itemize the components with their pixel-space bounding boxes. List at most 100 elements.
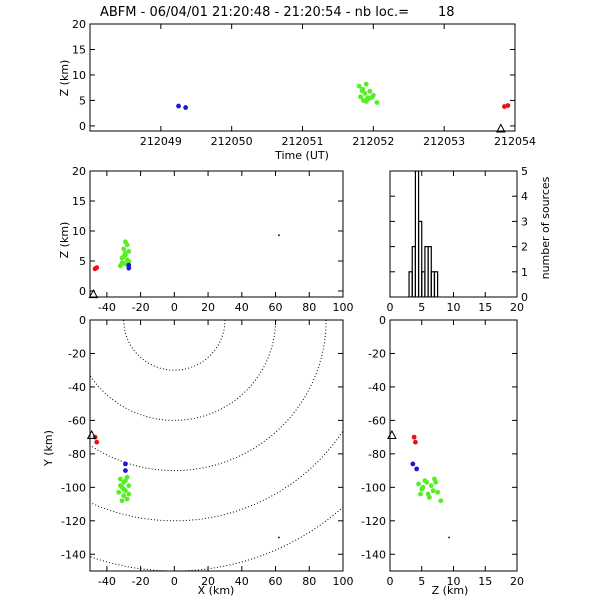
y-tick-label: 20 <box>72 18 86 31</box>
green-source-point <box>428 483 434 489</box>
y-tick-label: 10 <box>72 225 86 238</box>
y-axis-label: Y (km) <box>42 430 55 467</box>
y-tick-label: -60 <box>68 414 86 427</box>
x-tick-label: 80 <box>302 575 316 588</box>
panel-time-height: 212049 212050 212051 212052 212053 212054 0 5 10… <box>58 18 536 162</box>
blue-source-point <box>414 466 420 472</box>
green-source-point <box>359 88 365 94</box>
x-tick-label: -20 <box>132 301 150 314</box>
blue-source-point <box>183 105 189 110</box>
range-ring <box>90 320 327 472</box>
y-tick-label: 2 <box>521 241 528 254</box>
y-tick-label: 0 <box>379 314 386 327</box>
green-source-point <box>374 100 380 105</box>
green-source-point <box>424 479 430 485</box>
blue-source-point <box>126 262 132 268</box>
y-tick-label: -40 <box>68 381 86 394</box>
green-source-point <box>124 242 130 248</box>
x-tick-label: 15 <box>478 575 492 588</box>
x-tick-label: 0 <box>171 301 178 314</box>
x-tick-label: 20 <box>201 575 215 588</box>
green-source-point <box>121 253 127 259</box>
x-tick-label: 212050 <box>211 135 253 148</box>
x-tick-label: 5 <box>418 575 425 588</box>
x-tick-label: 5 <box>418 301 425 314</box>
green-source-point <box>430 488 436 494</box>
blue-source-point <box>123 461 128 467</box>
green-source-point <box>117 476 123 482</box>
green-source-point <box>116 489 122 495</box>
green-source-point <box>363 81 369 87</box>
green-source-point <box>367 88 373 94</box>
x-tick-label: -40 <box>98 301 116 314</box>
figure-title: ABFM - 06/04/01 21:20:48 - 21:20:54 - nb… <box>100 5 455 20</box>
blue-source-point <box>410 461 416 467</box>
isolated-source-dot <box>448 536 450 539</box>
panel-z-y-view: 0 5 10 15 20 0 -20 -40 -60 -80 -100 -120 -140 Z (km) <box>361 314 524 597</box>
x-tick-label: 20 <box>201 301 215 314</box>
y-tick-label: 1 <box>521 266 528 279</box>
y-tick-label: 5 <box>79 255 86 268</box>
green-source-point <box>119 260 125 266</box>
x-tick-label: 80 <box>302 301 316 314</box>
red-source-point <box>94 265 100 270</box>
x-axis-label: Time (UT) <box>274 149 329 162</box>
green-source-point <box>121 486 127 492</box>
red-source-point <box>413 439 418 445</box>
plot-area <box>176 81 511 110</box>
y-tick-label: -80 <box>68 448 86 461</box>
y-tick-label: 5 <box>79 94 86 107</box>
y-tick-label: -120 <box>61 515 86 528</box>
isolated-source-dot <box>278 234 280 237</box>
x-tick-label: 212049 <box>140 135 182 148</box>
green-source-point <box>121 493 127 499</box>
x-tick-label: 10 <box>447 301 461 314</box>
y-tick-label: 15 <box>72 43 86 56</box>
green-source-point <box>420 484 426 490</box>
y-tick-label: -80 <box>368 448 386 461</box>
blue-source-point <box>123 468 128 473</box>
y-axis-label: Z (km) <box>58 60 71 97</box>
y-tick-label: -120 <box>361 515 386 528</box>
green-source-point <box>426 494 432 500</box>
x-tick-label: 40 <box>235 301 249 314</box>
x-tick-label: 212051 <box>282 135 324 148</box>
x-tick-label: 212054 <box>494 135 536 148</box>
y-tick-label: 0 <box>521 291 528 304</box>
green-source-point <box>433 479 439 485</box>
x-tick-label: 10 <box>447 575 461 588</box>
panel-x-height: -40 -20 0 20 40 60 80 100 0 5 10 15 20 Z (km) <box>58 165 354 314</box>
station-triangle-icon <box>496 123 506 133</box>
panel-plan-view: -40 -20 0 20 40 60 80 100 0 -20 -40 -60 -80 -100 -120 -… <box>42 314 354 597</box>
y-tick-label: 15 <box>72 195 86 208</box>
y-tick-label: 20 <box>72 165 86 178</box>
x-tick-label: -40 <box>98 575 116 588</box>
y-tick-label: -100 <box>61 481 86 494</box>
station-triangle-icon <box>88 289 99 299</box>
blue-source-point <box>176 103 181 109</box>
green-source-point <box>356 83 362 89</box>
red-source-point <box>505 103 511 108</box>
plot-frame <box>89 170 344 298</box>
x-tick-label: 60 <box>269 575 283 588</box>
y-tick-label: 3 <box>521 215 528 228</box>
green-source-point <box>126 491 132 497</box>
y-axis-label: number of sources <box>539 176 552 279</box>
x-axis-label: Z (km) <box>432 584 469 597</box>
y-tick-label: 5 <box>521 165 528 178</box>
x-tick-label: 212053 <box>423 135 465 148</box>
y-tick-label: 10 <box>72 69 86 82</box>
green-source-point <box>117 483 123 489</box>
green-source-point <box>124 496 130 502</box>
green-source-point <box>370 92 376 98</box>
green-source-point <box>365 96 371 102</box>
red-source-point <box>411 434 417 440</box>
x-tick-label: -20 <box>132 575 150 588</box>
y-tick-label: -20 <box>68 347 86 360</box>
plot-area <box>92 239 132 272</box>
x-tick-label: 60 <box>269 301 283 314</box>
green-source-point <box>418 491 423 497</box>
x-axis-label: X (km) <box>198 584 235 597</box>
y-tick-label: -20 <box>368 347 386 360</box>
